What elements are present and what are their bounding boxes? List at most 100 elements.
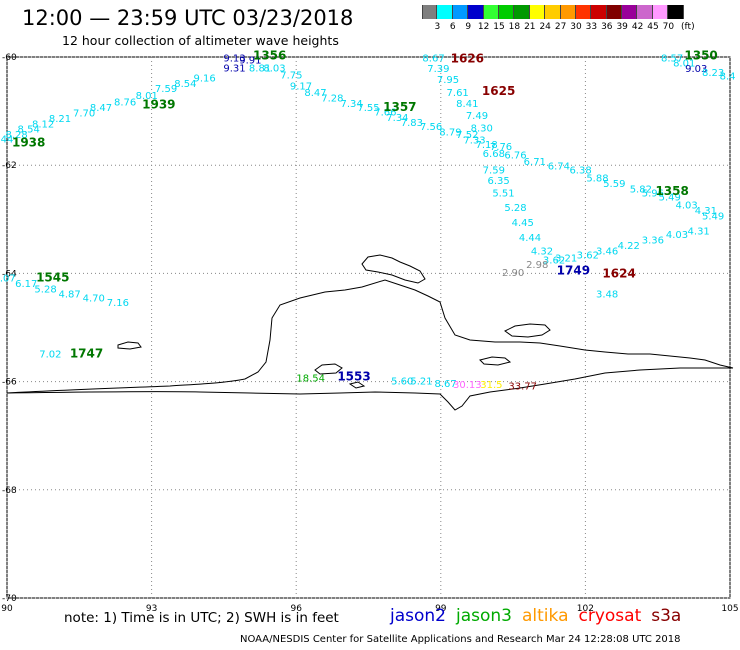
swh-value-label: 9.91 [239, 55, 261, 66]
swh-value-label: 7.70 [73, 109, 95, 120]
swh-value-label: 4.45 [512, 218, 534, 229]
swh-value-label: 8.01 [136, 91, 158, 102]
lat-label: -62 [2, 161, 17, 171]
swh-value-label: 5.88 [586, 173, 608, 184]
pass-time-label: 1747 [70, 346, 103, 360]
map-title: 12:00 — 23:59 UTC 03/23/2018 [22, 6, 354, 30]
swh-value-label: 2.90 [502, 268, 524, 279]
swh-value-label: 18.54 [296, 374, 325, 385]
swh-value-label: 9.16 [193, 73, 215, 84]
swh-value-label: 9.31 [223, 64, 245, 75]
swh-value-label: 5.21 [410, 376, 432, 387]
swh-value-label: 9.13 [223, 53, 245, 64]
swh-value-label: 8.81 [249, 64, 271, 75]
legend-bin-label: 36 [601, 22, 613, 32]
swh-value-label: 30.13 [453, 380, 482, 391]
swh-value-label: 4.03 [675, 200, 697, 211]
swh-value-label: 6.07 [0, 274, 16, 285]
swh-value-label: 7.83 [401, 118, 423, 129]
satellite-name: cryosat [578, 606, 642, 626]
swh-value-label: 8.21 [49, 114, 71, 125]
swh-value-label: 7.55 [357, 103, 379, 114]
track-labels: 9.139.919.31 8.818.037.759.168.547.598.01… [0, 49, 736, 393]
satellite-name: s3a [651, 606, 682, 626]
legend-swatch [668, 5, 684, 19]
lon-label: 102 [577, 604, 594, 614]
legend-bin-label: 15 [493, 22, 505, 32]
legend-bin-label: 24 [539, 22, 551, 32]
legend-swatch [498, 5, 515, 19]
lat-label: -68 [2, 486, 17, 496]
swh-value-label: 8.79 [439, 127, 461, 138]
legend-swatch [437, 5, 453, 19]
swh-value-label: 7.02 [39, 349, 61, 360]
swh-value-label: 8.4 [720, 72, 736, 83]
swh-value-label: 33.77 [508, 382, 537, 393]
coastal-island [348, 381, 366, 389]
swh-value-label: 4.87 [59, 290, 81, 301]
swh-value-label: 4.44 [519, 233, 541, 244]
swh-value-label: 8.57 [661, 53, 683, 64]
legend-swatch [529, 5, 546, 19]
swh-value-label: 8.47 [304, 88, 326, 99]
coastal-island [117, 341, 142, 350]
swh-value-label: 7.76 [490, 142, 512, 153]
legend-bin-label: 39 [616, 22, 628, 32]
legend-bin-label: 27 [554, 22, 567, 32]
pass-time-label: 1358 [655, 184, 688, 198]
pass-time-label: 1626 [451, 51, 484, 65]
swh-value-label: 8.47 [90, 103, 112, 114]
lat-label: -64 [2, 269, 17, 279]
swh-value-label: 8.03 [263, 64, 285, 75]
swh-value-label: 3.46 [596, 246, 618, 257]
swh-value-label: 3.21 [555, 253, 577, 264]
coastal-island [314, 363, 343, 375]
coastal-island [361, 254, 426, 284]
pass-time-label: 1357 [383, 100, 416, 114]
lon-label: 93 [146, 604, 157, 614]
swh-value-label: 7.61 [447, 88, 469, 99]
swh-value-label: 8.67 [434, 379, 456, 390]
legend-swatch [422, 5, 438, 19]
swh-value-label: 7.52 [456, 130, 478, 141]
swh-value-label: 7.59 [155, 84, 177, 95]
legend-swatch [606, 5, 623, 19]
legend-swatch [483, 5, 499, 19]
swh-value-label: 9.17 [290, 81, 312, 92]
swh-value-label: 8.44 [0, 134, 13, 145]
swh-value-label: 8.76 [114, 98, 136, 109]
swh-value-label: 7.33 [463, 136, 485, 147]
swh-value-label: 5.59 [603, 179, 625, 190]
legend-bin-label: 45 [647, 22, 659, 32]
swh-value-label: 7.16 [107, 298, 129, 309]
legend-swatch [591, 5, 607, 19]
swh-value-label: 6.38 [569, 165, 591, 176]
legend-bin-label: 9 [465, 22, 472, 32]
swh-value-label: 6.68 [483, 149, 505, 160]
legend-bin-label: 21 [524, 22, 536, 32]
legend-swatch [622, 5, 638, 19]
satellite-name: jason2 [390, 606, 446, 626]
coastal-island [504, 323, 551, 338]
footer-credit: NOAA/NESDIS Center for Satellite Applica… [240, 634, 681, 645]
lon-label: 96 [290, 604, 302, 614]
lon-label: 99 [435, 604, 447, 614]
swh-value-label: 7.34 [340, 99, 362, 110]
swh-value-label: 4.22 [618, 241, 640, 252]
pass-time-label: 1553 [337, 370, 370, 384]
swh-value-label: 7.39 [427, 64, 449, 75]
swh-value-label: 7.34 [386, 113, 408, 124]
coastline [6, 254, 734, 411]
legend-bin-label: 3 [434, 22, 441, 32]
pass-time-label: 1624 [602, 267, 635, 281]
legend-unit: (ft) [681, 22, 695, 32]
swh-value-label: 4.32 [531, 246, 553, 257]
pass-time-label: 1939 [142, 97, 175, 111]
coastal-island [479, 356, 512, 366]
satellite-name: jason3 [456, 606, 512, 626]
swh-value-label: 7.49 [466, 111, 488, 122]
swh-value-label: 6.76 [504, 151, 526, 162]
legend-swatch [545, 5, 561, 19]
pass-time-label: 1356 [253, 49, 286, 63]
legend-swatches [422, 5, 684, 19]
